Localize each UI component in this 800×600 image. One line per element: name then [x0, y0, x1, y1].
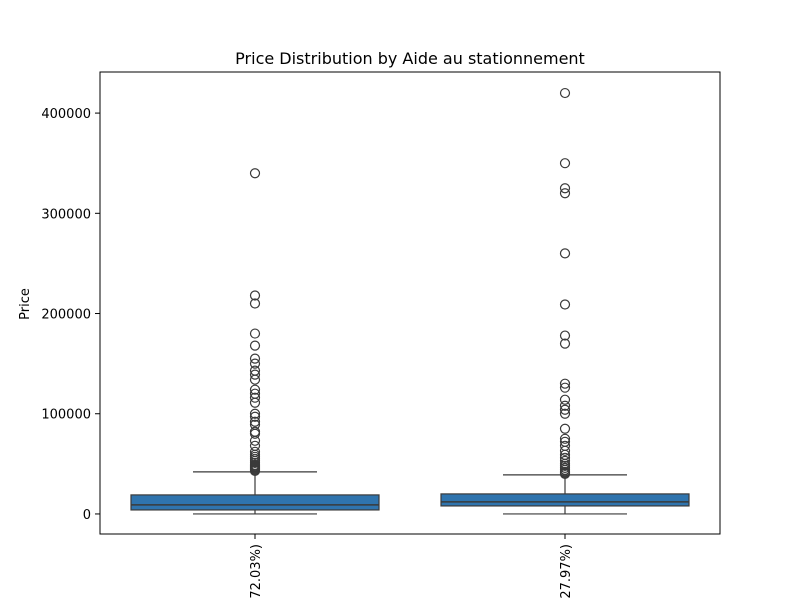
- x-tick-label: 72.03%): [249, 544, 264, 599]
- outlier-point: [559, 188, 571, 199]
- outlier-point: [559, 248, 571, 259]
- outlier-point: [559, 330, 571, 341]
- chart-title: Price Distribution by Aide au stationnem…: [235, 49, 585, 68]
- outlier-point: [249, 374, 261, 385]
- outlier-point: [559, 299, 571, 310]
- outlier-point: [249, 290, 261, 301]
- box-iqr: [130, 494, 380, 511]
- outlier-point: [249, 353, 261, 364]
- outlier-point: [559, 404, 571, 415]
- plot-area: [130, 87, 690, 515]
- outlier-point: [249, 340, 261, 351]
- plot-frame: [99, 71, 721, 535]
- y-axis-label: Price: [18, 288, 33, 320]
- y-tick-label: 0: [83, 508, 91, 523]
- outlier-point: [249, 397, 261, 408]
- box-group-1: [130, 168, 380, 515]
- x-tick-label: 27.97%): [559, 544, 574, 599]
- outlier-point: [559, 400, 571, 411]
- outlier-point: [559, 433, 571, 444]
- outlier-point: [559, 378, 571, 389]
- outlier-point: [559, 408, 571, 419]
- outlier-point: [559, 445, 571, 456]
- outlier-point: [249, 168, 261, 179]
- outlier-point: [249, 426, 261, 437]
- outlier-point: [249, 428, 261, 439]
- y-tick-label: 200000: [41, 308, 91, 323]
- outlier-point: [249, 435, 261, 446]
- y-tick-label: 300000: [41, 207, 91, 222]
- outlier-point: [249, 358, 261, 369]
- outlier-point: [249, 411, 261, 422]
- outlier-point: [559, 423, 571, 434]
- outlier-point: [559, 382, 571, 393]
- outlier-point: [249, 328, 261, 339]
- box-group-2: [440, 87, 690, 515]
- outlier-point: [249, 384, 261, 395]
- y-tick-label: 100000: [41, 408, 91, 423]
- outlier-point: [559, 394, 571, 405]
- outlier-point: [559, 87, 571, 99]
- outlier-point: [249, 465, 261, 476]
- outlier-point: [559, 468, 571, 479]
- outlier-point: [559, 452, 571, 463]
- outlier-point: [249, 408, 261, 419]
- outlier-point: [249, 392, 261, 403]
- outlier-point: [559, 183, 571, 194]
- outlier-point: [249, 369, 261, 380]
- outlier-point: [249, 298, 261, 309]
- outlier-point: [559, 338, 571, 349]
- outlier-point: [559, 158, 571, 169]
- outlier-point: [249, 416, 261, 427]
- y-tick-label: 400000: [41, 107, 91, 122]
- box-iqr: [440, 493, 690, 507]
